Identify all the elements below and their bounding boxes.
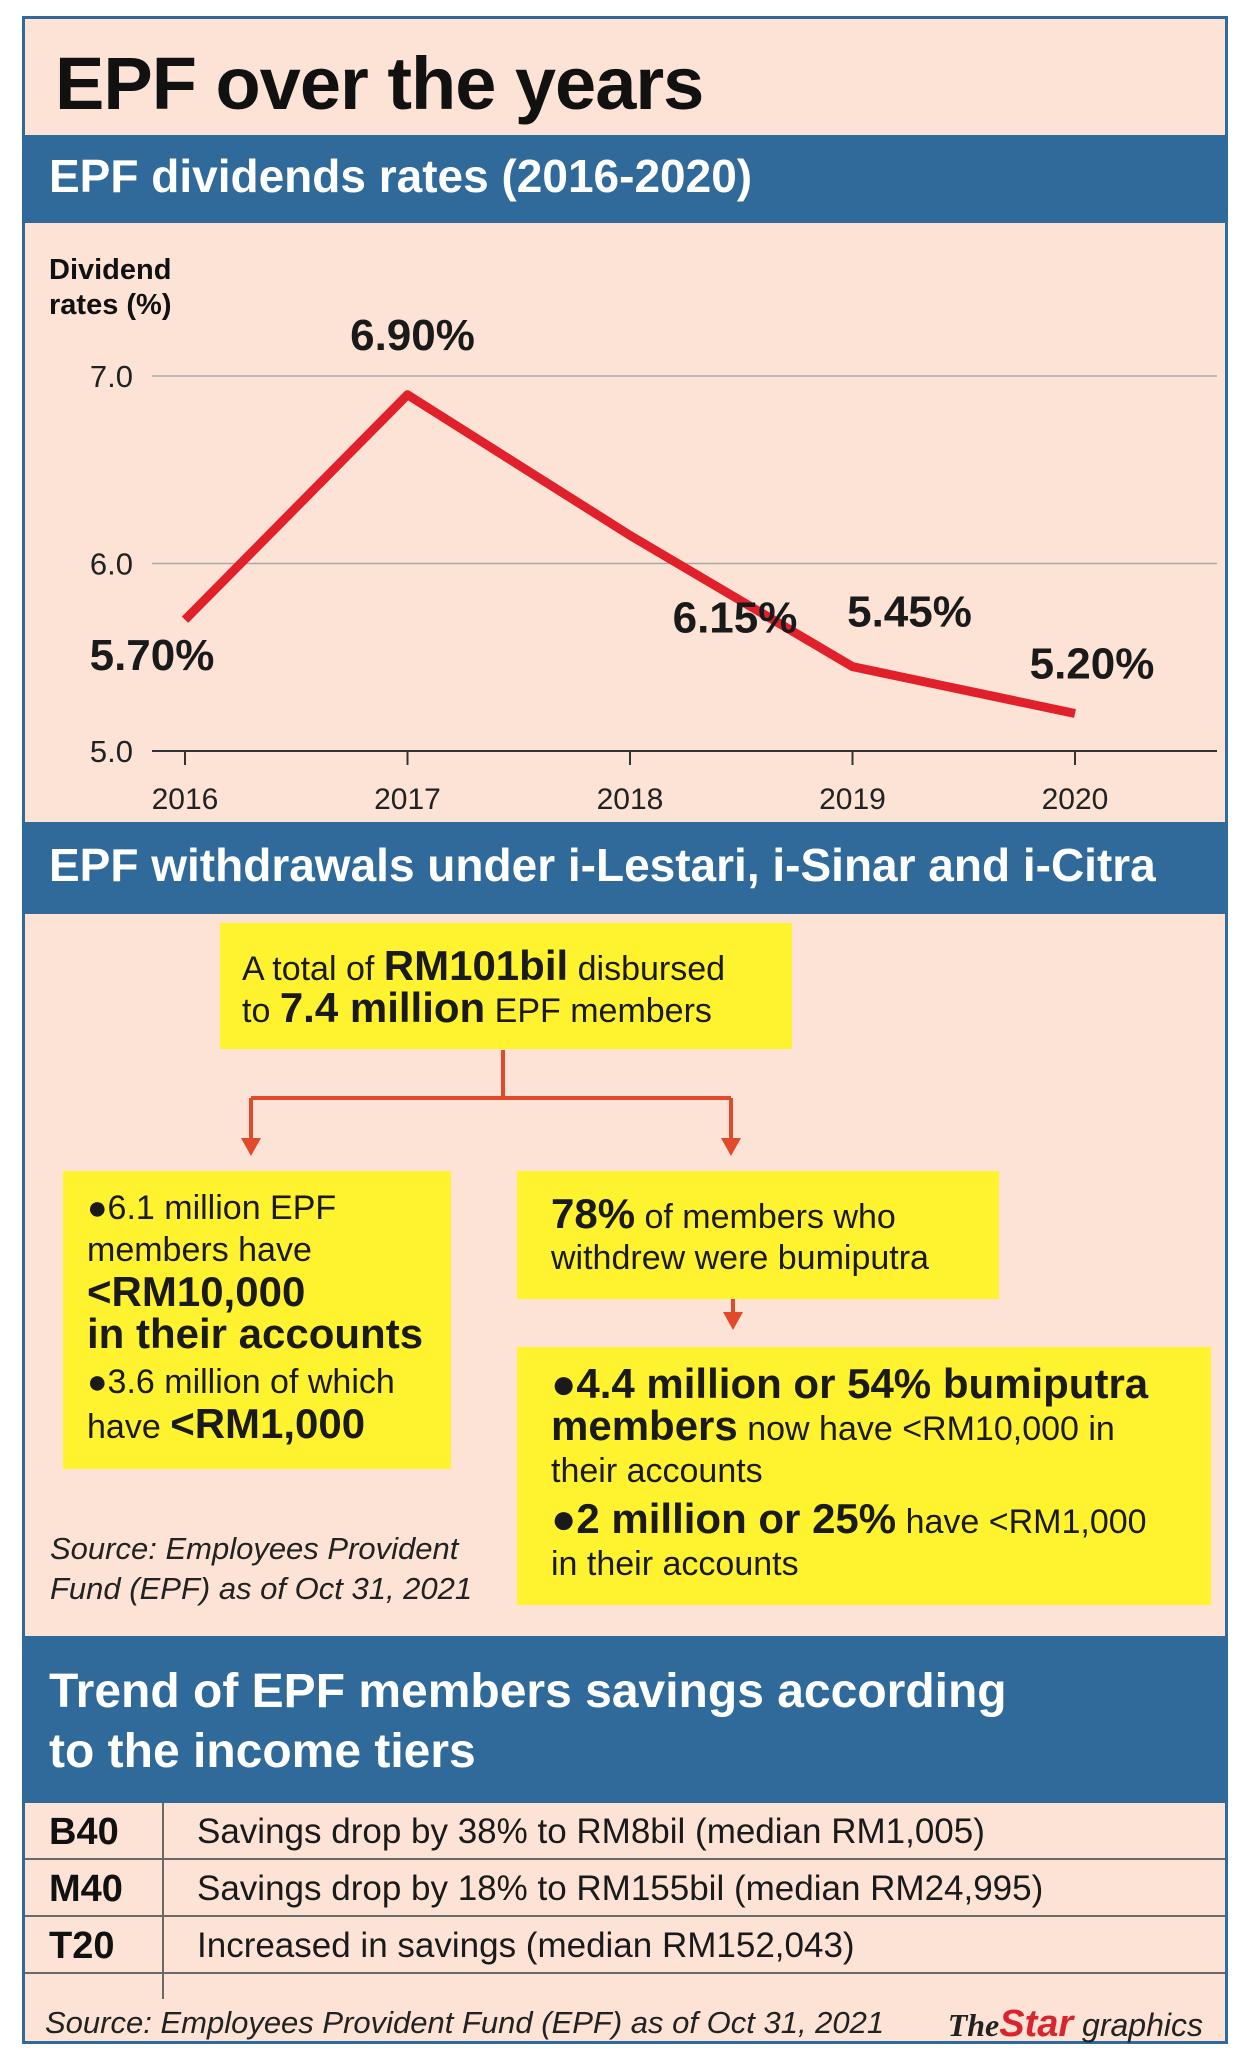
low-balance-bullet2-line1: ●3.6 million of which bbox=[87, 1363, 395, 1401]
y-tick-label: 5.0 bbox=[90, 734, 133, 769]
tier-description: Increased in savings (median RM152,043) bbox=[197, 1926, 855, 1965]
bumiputra-members: members bbox=[551, 1402, 738, 1449]
bumiputra-balance-text: now have <RM10,000 in bbox=[737, 1410, 1115, 1448]
members-count: 7.4 million bbox=[279, 984, 486, 1031]
chart-series bbox=[181, 390, 1076, 718]
withdrawals-source-line1: Source: Employees Provident bbox=[50, 1531, 459, 1566]
y-axis-label-line1: Dividend bbox=[49, 254, 171, 286]
footer-source: Source: Employees Provident Fund (EPF) a… bbox=[45, 2005, 885, 2040]
section-title-trend-line2: to the income tiers bbox=[49, 1725, 476, 1778]
low-balance-amount: <RM10,000 bbox=[87, 1268, 306, 1315]
page-title: EPF over the years bbox=[55, 42, 704, 125]
total-amount: RM101bil bbox=[383, 942, 569, 989]
bumiputra-balance-box: ●4.4 million or 54% bumiputra members no… bbox=[517, 1347, 1211, 1605]
bumiputra-balance-text2: have <RM1,000 bbox=[896, 1503, 1147, 1541]
bumiputra-balance-bullet2: ●2 million or 25% bbox=[551, 1495, 897, 1542]
footer: Source: Employees Provident Fund (EPF) a… bbox=[25, 2001, 1225, 2045]
infographic-frame: EPF over the years EPF dividends rates (… bbox=[22, 16, 1228, 2045]
brand-star: Star bbox=[999, 2003, 1074, 2045]
withdrawals-source: Source: Employees Provident Fund (EPF) a… bbox=[50, 1529, 472, 1609]
tier-description: Savings drop by 38% to RM8bil (median RM… bbox=[197, 1812, 985, 1851]
data-label: 5.45% bbox=[847, 588, 972, 637]
members-text: to bbox=[242, 992, 280, 1030]
bumiputra-text: of members who bbox=[635, 1198, 896, 1236]
data-label: 6.15% bbox=[673, 593, 798, 642]
arrowhead-left bbox=[241, 1138, 261, 1156]
x-tick-label: 2018 bbox=[597, 783, 664, 816]
section-title-trend-line1: Trend of EPF members savings according bbox=[49, 1665, 1007, 1718]
brand-graphics: graphics bbox=[1073, 2007, 1203, 2043]
x-tick-label: 2017 bbox=[374, 783, 441, 816]
data-label: 5.20% bbox=[1030, 640, 1155, 689]
section-header-trend: Trend of EPF members savings according t… bbox=[25, 1636, 1225, 1803]
y-tick-label: 7.0 bbox=[90, 359, 133, 394]
table-row: B40 Savings drop by 38% to RM8bil (media… bbox=[25, 1803, 1225, 1860]
section-title-dividends: EPF dividends rates (2016-2020) bbox=[49, 150, 753, 202]
section-header-withdrawals: EPF withdrawals under i-Lestari, i-Sinar… bbox=[25, 822, 1225, 914]
brand-the: The bbox=[947, 2007, 1000, 2043]
low-balance-box: ●6.1 million EPF members have <RM10,000 … bbox=[63, 1171, 451, 1469]
section-header-dividends: EPF dividends rates (2016-2020) bbox=[25, 135, 1225, 223]
chart-data-labels: 5.70% 6.90% 6.15% 5.45% 5.20% bbox=[90, 311, 1155, 689]
bumiputra-percent: 78% bbox=[551, 1190, 636, 1237]
members-text-post: EPF members bbox=[485, 992, 712, 1030]
arrowhead-right bbox=[721, 1138, 741, 1156]
low-balance-bullet2-pre: have bbox=[87, 1408, 171, 1446]
low-balance-bullet2-amount: <RM1,000 bbox=[170, 1400, 366, 1447]
data-label: 6.90% bbox=[350, 311, 475, 360]
x-tick-label: 2020 bbox=[1042, 783, 1109, 816]
income-tier-table: B40 Savings drop by 38% to RM8bil (media… bbox=[25, 1803, 1225, 1999]
x-tick-label: 2019 bbox=[819, 783, 886, 816]
low-balance-accounts: in their accounts bbox=[87, 1310, 424, 1357]
tier-name: M40 bbox=[49, 1868, 123, 1910]
tier-name: T20 bbox=[49, 1925, 115, 1967]
tier-description: Savings drop by 18% to RM155bil (median … bbox=[197, 1869, 1044, 1908]
dividend-line-chart: Dividend rates (%) 5.0 6.0 7.0 2016 2017 2018… bbox=[49, 254, 1217, 816]
brand-logo: TheStar graphics bbox=[948, 2003, 1203, 2046]
y-axis-label-line2: rates (%) bbox=[49, 289, 172, 321]
tier-name: B40 bbox=[49, 1811, 119, 1853]
withdrawals-source-line2: Fund (EPF) as of Oct 31, 2021 bbox=[50, 1571, 473, 1606]
table-row: T20 Increased in savings (median RM152,0… bbox=[25, 1917, 1225, 1974]
table-divider bbox=[162, 1803, 164, 1999]
bumiputra-balance-text2-line2: in their accounts bbox=[551, 1545, 799, 1583]
bumiputra-balance-bullet1: ●4.4 million or 54% bumiputra bbox=[551, 1360, 1149, 1407]
series-line bbox=[181, 390, 1076, 718]
low-balance-bullet1-line1: ●6.1 million EPF bbox=[87, 1189, 337, 1227]
x-tick-label: 2016 bbox=[152, 783, 219, 816]
bumiputra-balance-text-line3: their accounts bbox=[551, 1452, 763, 1490]
total-text-post: disbursed bbox=[568, 950, 726, 988]
y-tick-label: 6.0 bbox=[90, 547, 133, 582]
chart-gridlines bbox=[152, 375, 1217, 565]
total-disbursed-box: A total of RM101bil disbursed to 7.4 mil… bbox=[220, 923, 792, 1049]
low-balance-bullet1-line2: members have bbox=[87, 1231, 312, 1269]
chart-axes: 5.0 6.0 7.0 2016 2017 2018 2019 2020 bbox=[90, 359, 1217, 816]
arrowhead-down bbox=[723, 1312, 743, 1330]
bumiputra-share-box: 78% of members who withdrew were bumiput… bbox=[517, 1171, 999, 1299]
section-title-withdrawals: EPF withdrawals under i-Lestari, i-Sinar… bbox=[49, 839, 1156, 891]
bumiputra-text-line2: withdrew were bumiputra bbox=[551, 1239, 929, 1277]
table-row: M40 Savings drop by 18% to RM155bil (med… bbox=[25, 1860, 1225, 1917]
data-label: 5.70% bbox=[90, 631, 215, 680]
total-text: A total of bbox=[242, 950, 384, 988]
